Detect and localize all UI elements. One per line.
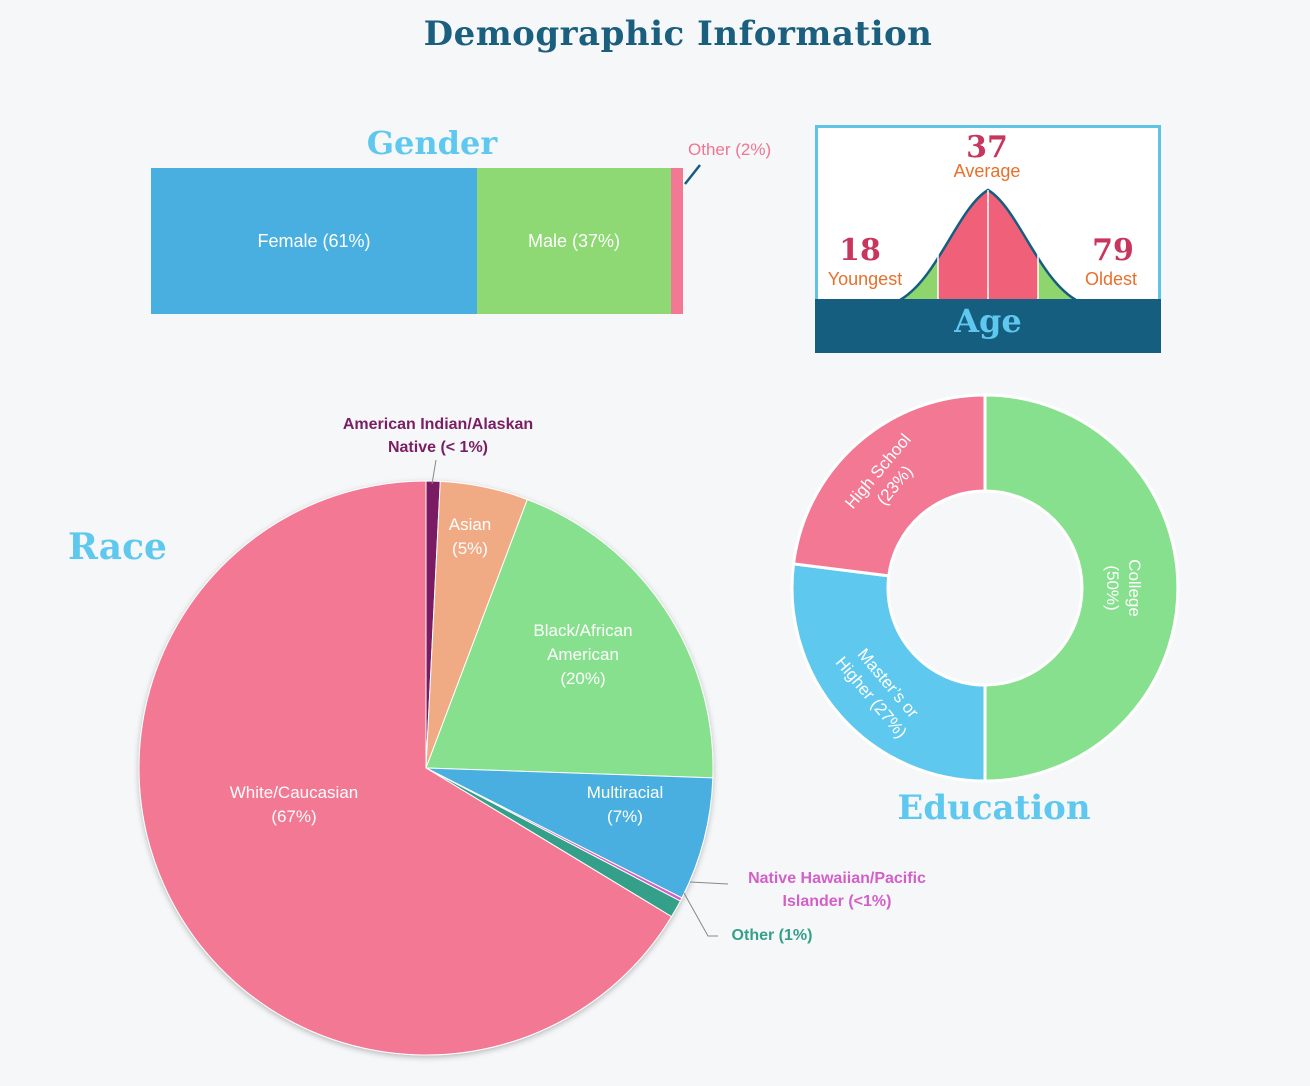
age-oldest-label: Oldest [1084,269,1138,289]
race-white-label: White/Caucasian (67%) [229,783,359,826]
race-american-indian-label: American Indian/Alaskan Native (< 1%) [342,416,534,456]
gender-female-label: Female (61%) [257,230,371,251]
gender-male-label: Male (37%) [527,230,621,251]
age-youngest-value: 18 [839,233,881,268]
race-title: Race [68,526,167,568]
gender-bar-female: Female (61%) [151,168,477,314]
age-average-label: Average [953,161,1021,181]
education-college-label: College(50%) [1103,559,1144,617]
race-other-label: Other (1%) [731,927,813,944]
race-slice-black [425,498,714,779]
race-leader-other [683,892,718,937]
education-slice-masters [790,562,987,783]
race-slice-white [138,480,673,1056]
gender-other-label: Other (2%) [688,140,772,159]
race-black-label: Black/African American (20%) [533,621,633,688]
gender-bar-other [671,168,683,314]
age-footer-bar [815,299,1161,353]
education-slice-highschool [791,393,987,578]
race-leader-hawaiian [689,881,729,885]
gender-bar-male: Male (37%) [477,168,671,314]
age-average-value: 37 [966,130,1008,165]
race-asian-label: Asian (5%) [448,515,492,558]
race-multiracial-label: Multiracial (7%) [586,783,664,826]
education-title: Education [897,788,1091,828]
age-title: Age [954,302,1022,340]
race-leader-american-indian [431,459,437,485]
gender-other-leader-line [684,164,701,185]
age-oldest-value: 79 [1092,233,1134,268]
education-slice-college [983,393,1180,783]
age-bell-curve [899,188,1077,300]
race-hawaiian-label: Native Hawaiian/Pacific Islander (<1%) [748,870,926,910]
page-title: Demographic Information [423,14,933,54]
gender-title: Gender [366,124,498,162]
age-youngest-label: Youngest [827,269,903,289]
race-slice-multiracial [425,767,714,899]
